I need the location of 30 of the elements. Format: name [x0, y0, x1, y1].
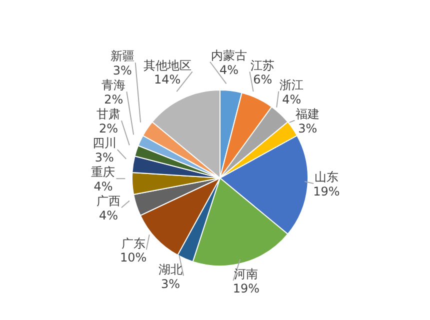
data-label: 19% — [232, 282, 260, 296]
slice-label: 河南 — [234, 267, 258, 282]
slice-label: 青海 — [102, 78, 126, 92]
data-label: 3% — [94, 150, 114, 165]
data-label: 4% — [98, 208, 118, 223]
slice-label: 广西 — [96, 194, 120, 208]
data-label: 3% — [298, 121, 318, 136]
data-label: 4% — [94, 180, 113, 194]
slice-label: 甘肃 — [96, 107, 120, 122]
slice-label: 内蒙古 — [211, 48, 248, 62]
data-label: 19% — [313, 184, 340, 199]
slice-label: 山东 — [314, 170, 339, 184]
data-label: 14% — [154, 72, 181, 87]
slice-label: 浙江 — [280, 78, 304, 92]
slice-label: 四川 — [92, 136, 116, 150]
slice-label: 广东 — [121, 236, 146, 250]
slice-label: 福建 — [296, 106, 320, 121]
slice-label: 湖北 — [158, 262, 183, 276]
slice-label: 新疆 — [110, 49, 134, 64]
data-label: 6% — [253, 72, 272, 87]
data-label: 3% — [160, 276, 180, 291]
data-label: 2% — [104, 92, 124, 107]
data-label: 3% — [112, 64, 132, 78]
slice-label: 重庆 — [91, 165, 116, 180]
data-label: 10% — [120, 250, 147, 265]
slice-label: 其他地区 — [143, 58, 192, 72]
data-label: 2% — [98, 122, 118, 136]
data-label: 4% — [282, 92, 302, 106]
slice-label: 江苏 — [250, 58, 275, 72]
data-label: 4% — [220, 62, 239, 77]
